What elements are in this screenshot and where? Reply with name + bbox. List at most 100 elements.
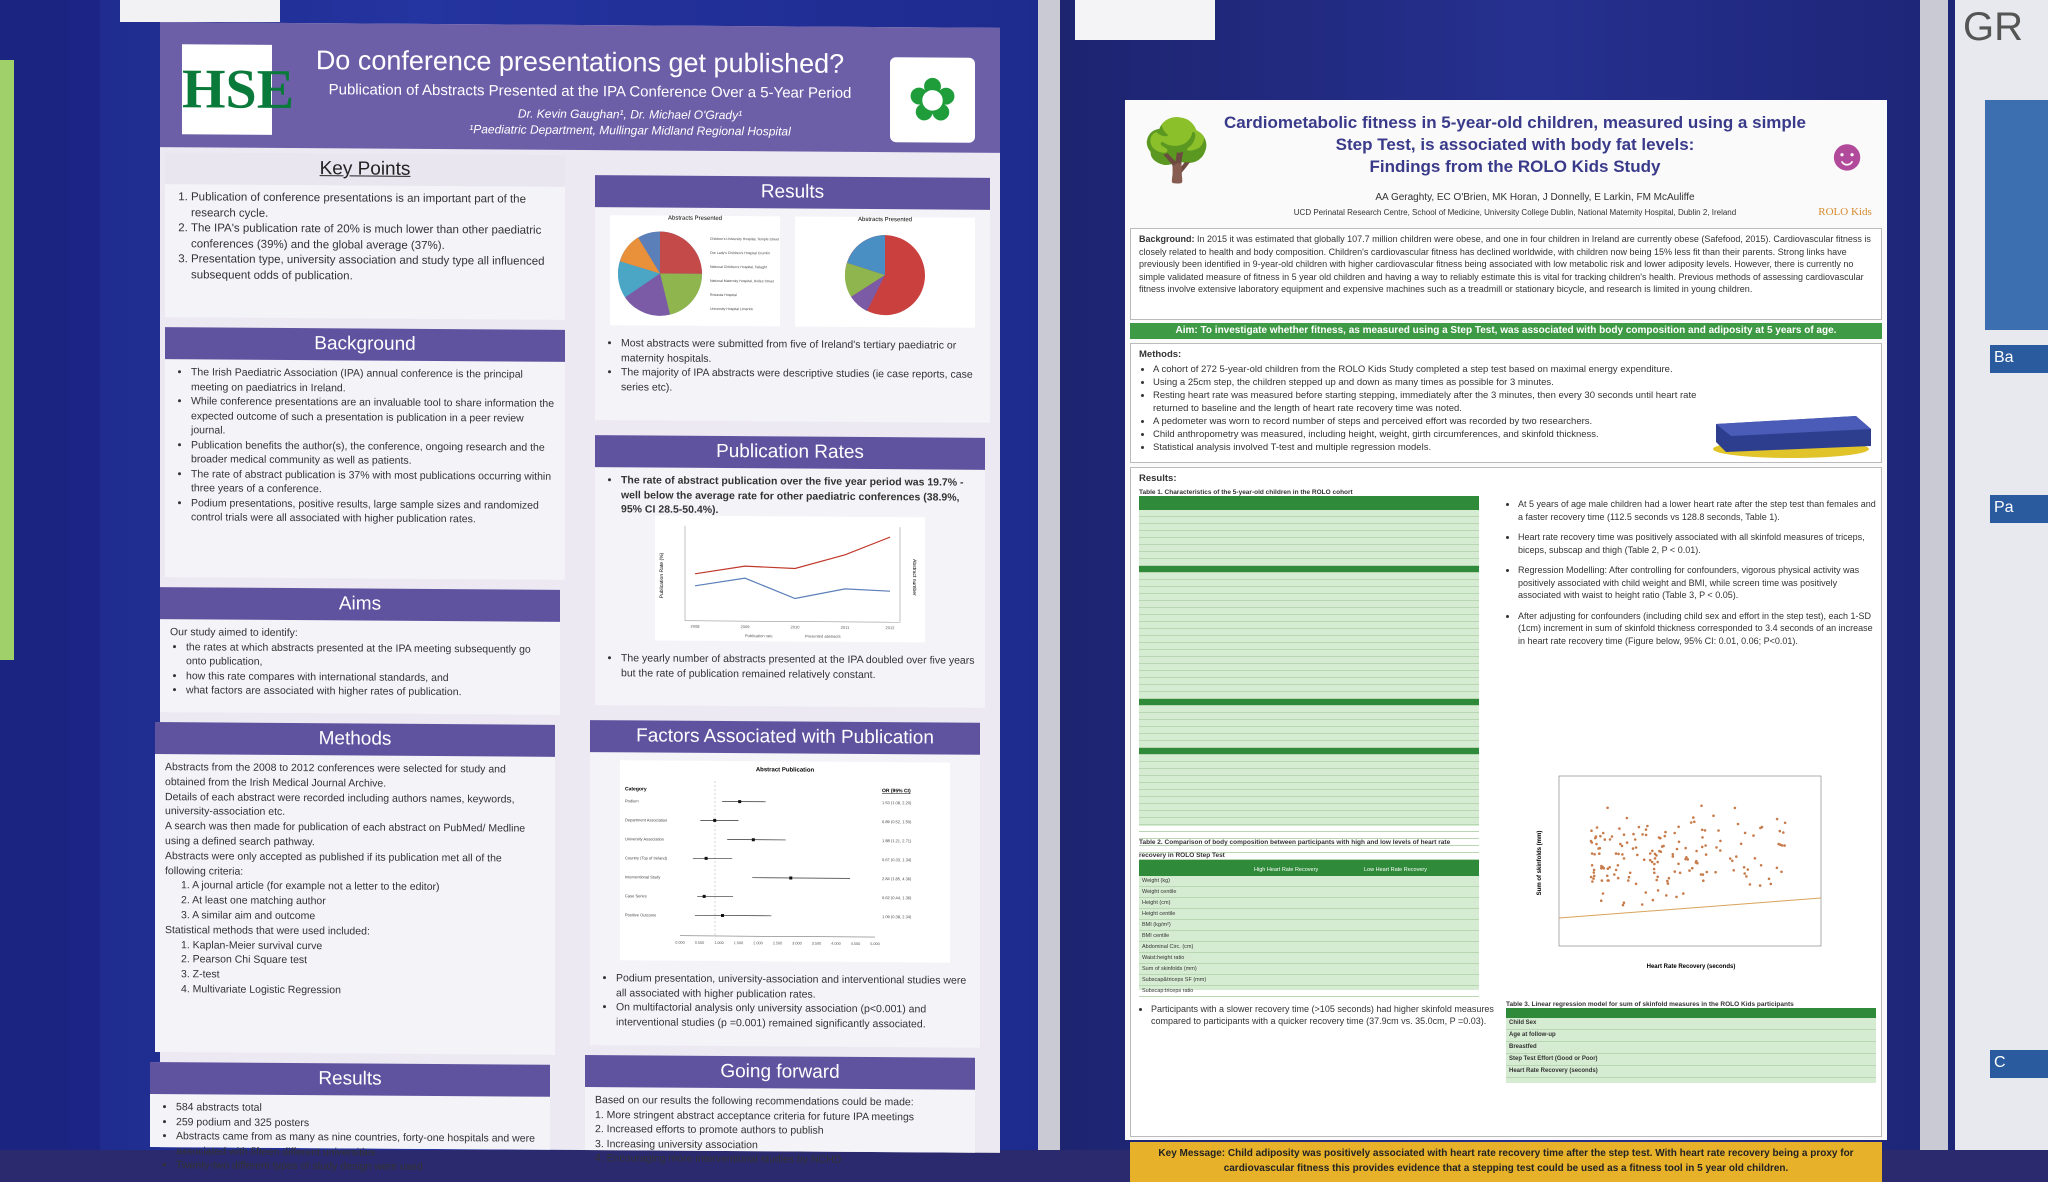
methods-item: Details of each abstract were recorded i…: [165, 790, 545, 822]
methods-box: Methods: A cohort of 272 5-year-old chil…: [1130, 343, 1882, 463]
scatter-point: [1747, 868, 1750, 871]
background-item: While conference presentations are an in…: [191, 394, 555, 440]
step-platform-icon: [1706, 404, 1876, 459]
table1-row: [1139, 531, 1479, 538]
scatter-point: [1744, 832, 1747, 835]
forest-point: [705, 857, 708, 860]
scatter-point: [1759, 827, 1762, 830]
scatter-point: [1653, 872, 1656, 875]
publication-rate-line: [695, 578, 890, 599]
scatter-point: [1729, 857, 1732, 860]
scatter-point: [1743, 872, 1746, 875]
table1-rows: [1139, 510, 1479, 860]
background-list: The Irish Paediatric Association (IPA) a…: [165, 359, 565, 527]
scatter-point: [1704, 829, 1707, 832]
scatter-point: [1719, 849, 1722, 852]
table1-row: [1139, 699, 1479, 706]
table1-row: [1139, 706, 1479, 713]
scatter-point: [1611, 835, 1614, 838]
aims-section: Aims Our study aimed to identify: the ra…: [160, 587, 560, 715]
table2-row: Subscap:triceps ratio: [1139, 986, 1479, 997]
scatter-point: [1688, 869, 1691, 872]
forest-x-tick: 3.500: [812, 942, 822, 946]
table3-row: Heart Rate Recovery (seconds): [1506, 1066, 1876, 1078]
scatter-point: [1662, 845, 1665, 848]
scatter-point: [1677, 863, 1680, 866]
results-point: Regression Modelling: After controlling …: [1518, 564, 1876, 602]
table2-row: BMI centile: [1139, 931, 1479, 942]
forest-x-tick: 2.500: [773, 941, 783, 945]
adjacent-poster-edge: [0, 60, 14, 660]
scatter-point: [1615, 869, 1618, 872]
table1-row: [1139, 797, 1479, 804]
table1-row: [1139, 818, 1479, 825]
x-tick: 2009: [741, 624, 751, 629]
methods-item: Abstracts were only accepted as publishe…: [165, 849, 545, 881]
scatter-point: [1780, 871, 1783, 874]
pie-chart-1-svg: Children's University Hospital, Temple S…: [610, 221, 780, 322]
scatter-point: [1666, 880, 1669, 883]
scatter-point: [1673, 832, 1676, 835]
scatter-point: [1779, 830, 1782, 833]
methods-section: Methods Abstracts from the 2008 to 2012 …: [155, 722, 555, 1055]
table1-row: [1139, 755, 1479, 762]
aim-bar: Aim: To investigate whether fitness, as …: [1130, 323, 1882, 339]
scatter-point: [1593, 871, 1596, 874]
scatter-point: [1712, 814, 1715, 817]
scatter-point: [1745, 875, 1748, 878]
scatter-point: [1676, 848, 1679, 851]
table2-row: Height (cm): [1139, 898, 1479, 909]
scatter-point: [1653, 863, 1656, 866]
methods-item: A search was then made for publication o…: [165, 819, 545, 851]
methods-item: Using a 25cm step, the children stepped …: [1153, 376, 1713, 389]
scatter-point: [1717, 829, 1720, 832]
scatter-point: [1776, 818, 1779, 821]
scatter-point: [1629, 872, 1632, 875]
table1-header: [1139, 496, 1479, 510]
key-points-heading: Key Points: [165, 152, 565, 187]
forest-row-label: Interventional Study: [625, 874, 660, 879]
scatter-point: [1776, 867, 1779, 870]
methods-item: A cohort of 272 5-year-old children from…: [1153, 363, 1713, 376]
scatter-point: [1623, 833, 1626, 836]
scatter-point: [1613, 873, 1616, 876]
table2-row: Abdominal Circ. (cm): [1139, 942, 1479, 953]
table1-row: [1139, 741, 1479, 748]
scatter-plot-svg: Heart Rate Recovery (seconds) Sum of ski…: [1531, 768, 1831, 978]
scatter-point: [1595, 835, 1598, 838]
poster-rolo-kids: 🌳 Cardiometabolic fitness in 5-year-old …: [1125, 100, 1887, 1140]
table1-row: [1139, 566, 1479, 573]
table1-row: [1139, 615, 1479, 622]
table1-row: [1139, 678, 1479, 685]
table2-header: High Heart Rate Recovery Low Heart Rate …: [1139, 860, 1479, 876]
table1-row: [1139, 622, 1479, 629]
table1-row: [1139, 804, 1479, 811]
pie1-legend: Rotunda Hospital: [710, 293, 737, 297]
results-section: Results Abstracts Presented Children's U…: [595, 175, 990, 423]
scatter-point: [1749, 883, 1752, 886]
forest-ci: [752, 878, 850, 879]
going-forward-item: 4. Encouraging more interventional studi…: [595, 1151, 965, 1168]
results-list: Most abstracts were submitted from five …: [595, 330, 990, 397]
poster1-title: Do conference presentations get publishe…: [270, 45, 890, 80]
scatter-point: [1617, 853, 1620, 856]
table1-row: [1139, 664, 1479, 671]
methods-item: Abstracts from the 2008 to 2012 conferen…: [165, 760, 545, 792]
publication-rates-item: The rate of abstract publication over th…: [621, 473, 975, 519]
presented-abstracts-line: [695, 536, 890, 575]
scatter-point: [1609, 838, 1612, 841]
pub-rate-legend: Presented abstracts: [805, 634, 841, 639]
aims-item: what factors are associated with higher …: [186, 683, 550, 700]
results-point: Heart rate recovery time was positively …: [1518, 531, 1876, 556]
scatter-point: [1734, 807, 1737, 810]
table2-row: Height centile: [1139, 909, 1479, 920]
scatter-point: [1638, 826, 1641, 829]
scatter-point: [1649, 859, 1652, 862]
scatter-point: [1704, 844, 1707, 847]
aims-item: the rates at which abstracts presented a…: [186, 640, 550, 672]
scatter-point: [1593, 869, 1596, 872]
scatter-point: [1646, 825, 1649, 828]
forest-row-or: 2.84 (1.85, 4.36): [882, 876, 912, 881]
poster2-title-line: Step Test, is associated with body fat l…: [1215, 134, 1815, 156]
background-item: The rate of abstract publication is 37% …: [191, 467, 555, 499]
